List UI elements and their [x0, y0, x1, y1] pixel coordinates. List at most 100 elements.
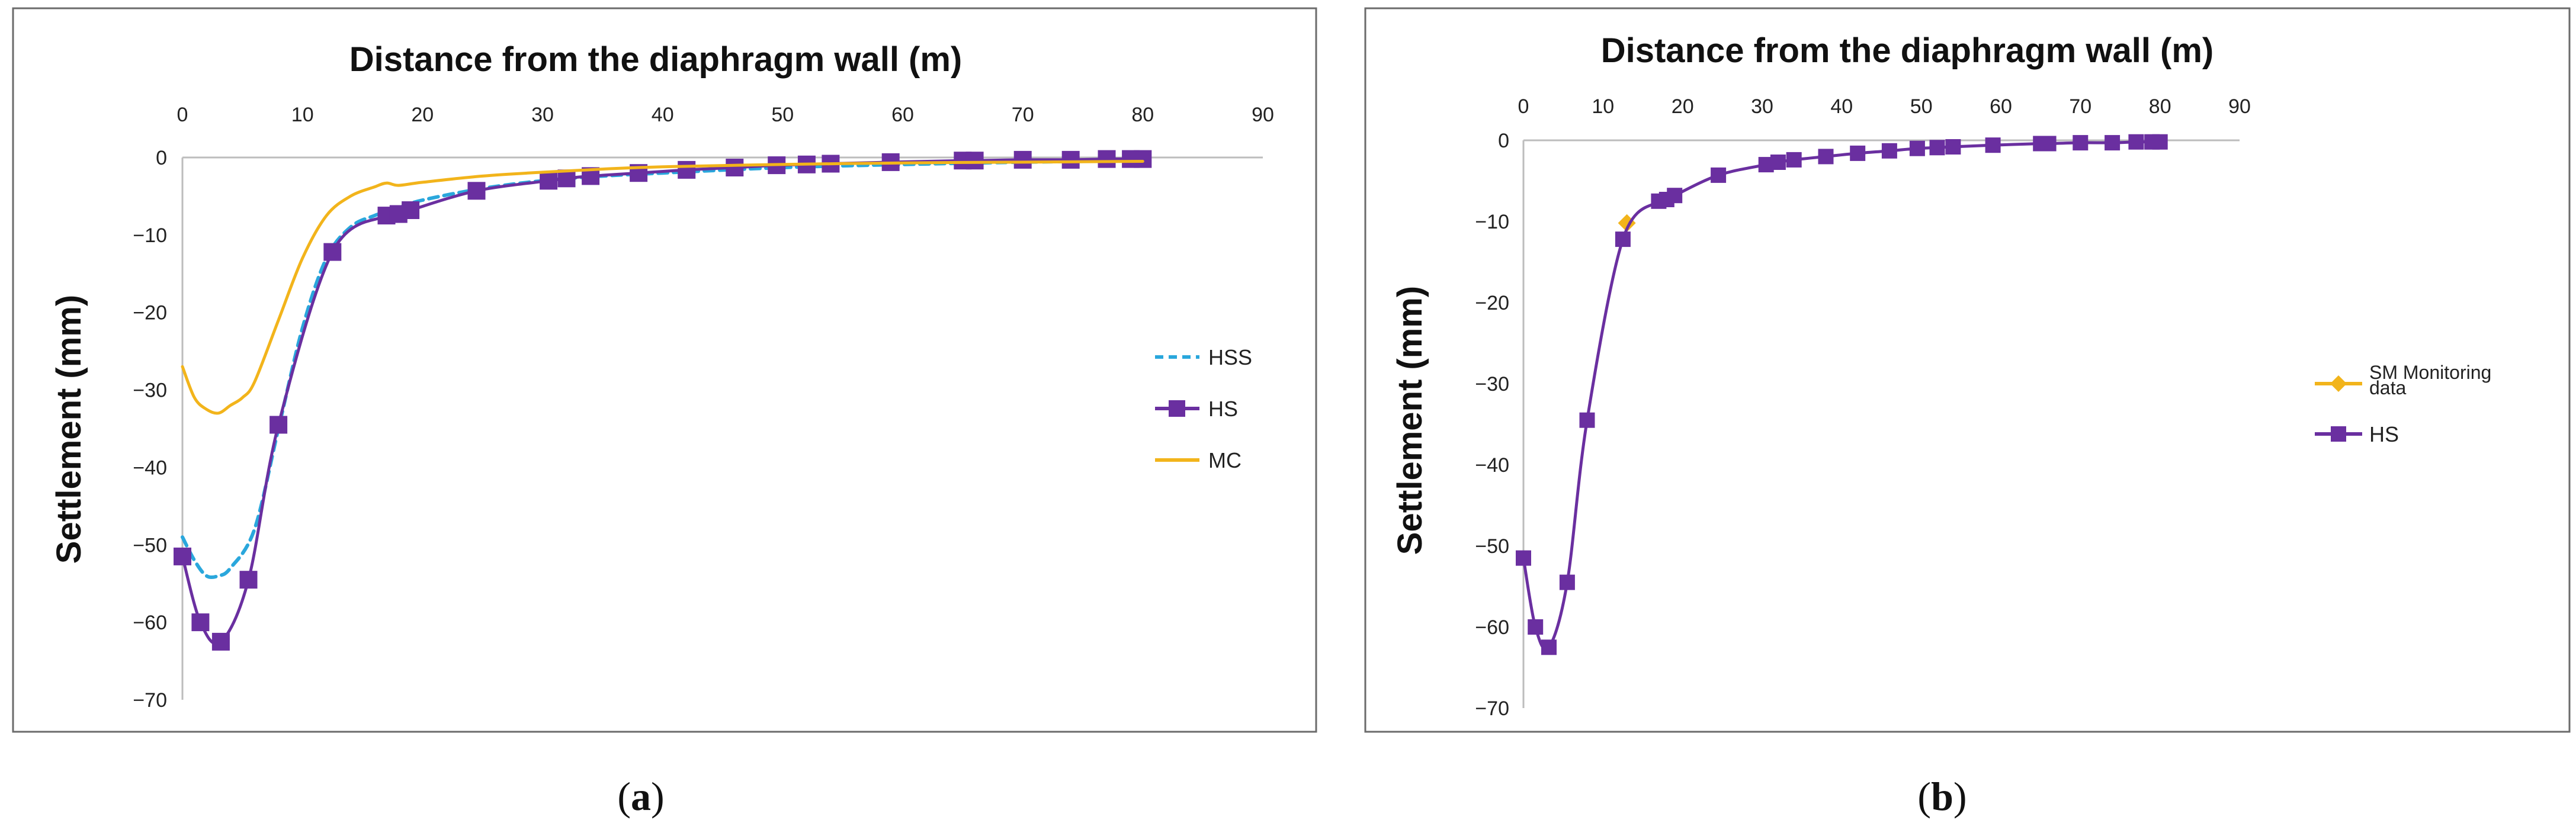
- legend-hs-label: HS: [1208, 397, 1238, 421]
- panel-a-series-hs-point-9: [467, 182, 486, 200]
- panel-b-series-hs-point-11: [1770, 155, 1786, 170]
- panel-a-series-hs-point-5: [323, 243, 342, 261]
- panel-b-ytick-7: −70: [1475, 697, 1509, 720]
- panel-a-xtick-9: 90: [1252, 104, 1274, 126]
- panel-a-y-ticks: 0 −10 −20 −30 −40 −50 −60 −70: [133, 147, 167, 712]
- panel-a-xtick-5: 50: [771, 104, 794, 126]
- panel-b-ytick-6: −60: [1475, 616, 1509, 639]
- panel-a-xtick-2: 20: [411, 104, 434, 126]
- panel-b-caption: (b): [1917, 774, 1967, 819]
- panel-a-xtick-6: 60: [891, 104, 914, 126]
- panel-b-series-hs-point-17: [1929, 140, 1945, 156]
- panel-a-xtick-8: 80: [1131, 104, 1154, 126]
- panel-a-ylabel: Settlement (mm): [50, 295, 88, 564]
- panel-b-xtick-1: 10: [1592, 95, 1614, 118]
- panel-a-ytick-5: −50: [133, 534, 167, 557]
- panel-a-frame: [12, 7, 1317, 733]
- panel-a-legend: HSS HS MC: [1155, 345, 1252, 472]
- panel-b-xtick-2: 20: [1672, 95, 1694, 118]
- panel-a-ytick-2: −20: [133, 302, 167, 324]
- panel-a-series-hs-point-23: [1061, 150, 1080, 169]
- panel-b-ytick-5: −50: [1475, 535, 1509, 558]
- panel-b-series-hs-point-19: [1985, 137, 2001, 153]
- panel-a-ytick-0: 0: [156, 147, 167, 169]
- panel-b-frame: [1364, 7, 2571, 733]
- panel-b-series-hs-point-3: [1559, 574, 1575, 590]
- panel-a-caption: (a): [617, 774, 664, 819]
- panel-b-xtick-4: 40: [1830, 95, 1853, 118]
- panel-b-ytick-1: −10: [1475, 211, 1509, 233]
- panel-a-series-hs-point-21: [965, 152, 984, 170]
- panel-a-series-hs-point-1: [191, 613, 210, 632]
- panel-b-xtick-3: 30: [1751, 95, 1773, 118]
- panel-b-ytick-2: −20: [1475, 292, 1509, 314]
- panel-a-ytick-3: −30: [133, 379, 167, 402]
- legend-sm-marker: [2330, 375, 2347, 392]
- panel-b-series-hs-point-2: [1541, 639, 1557, 655]
- panel-a-series-hs-point-22: [1013, 150, 1032, 169]
- panel-b-xtick-6: 60: [1990, 95, 2012, 118]
- panel-a-ytick-6: −60: [133, 612, 167, 634]
- panel-b-series-hs-point-1: [1528, 619, 1544, 635]
- panel-a-series-hs-point-8: [402, 201, 420, 219]
- panel-b-series-hs-point-0: [1516, 550, 1531, 566]
- panel-b-series-hs-point-22: [2073, 135, 2089, 151]
- panel-b-series-hs-point-26: [2152, 134, 2168, 150]
- panel-a-ytick-1: −10: [133, 224, 167, 247]
- panel-b-title: Distance from the diaphragm wall (m): [1601, 31, 2214, 70]
- panel-b-series-hs-point-12: [1786, 152, 1802, 168]
- panel-b-series-hs-point-9: [1711, 167, 1727, 183]
- panel-b-series-hs-point-14: [1850, 145, 1866, 161]
- panel-b-series-hs-point-15: [1881, 143, 1897, 159]
- panel-b-series-hs-point-24: [2128, 134, 2144, 150]
- panel-a-xtick-0: 0: [177, 104, 188, 126]
- panel-a-series-hs-point-10: [540, 172, 558, 190]
- legend-sm-label: SM Monitoring data: [2369, 362, 2491, 398]
- panel-a-series-hs-point-2: [211, 632, 230, 651]
- panel-b-legend: SM Monitoring data HS: [2315, 362, 2491, 446]
- panel-b-series-hs-point-21: [2041, 136, 2057, 152]
- panel-b-ytick-4: −40: [1475, 454, 1509, 477]
- panel-b-series-hs-point-18: [1945, 139, 1961, 155]
- panel-a-series-hs-point-15: [726, 159, 744, 176]
- panel-a-title: Distance from the diaphragm wall (m): [349, 40, 963, 79]
- panel-a-xtick-1: 10: [291, 104, 314, 126]
- panel-a-series-hs-point-26: [1134, 150, 1152, 168]
- panel-a-series-mc-line: [181, 160, 1144, 415]
- panel-a: Distance from the diaphragm wall (m) Set…: [12, 7, 1317, 819]
- panel-a-series-hs-point-4: [270, 416, 288, 434]
- panel-b-xtick-9: 90: [2228, 95, 2251, 118]
- panel-a-ytick-7: −70: [133, 689, 167, 712]
- panel-b-xtick-8: 80: [2149, 95, 2171, 118]
- panel-b-xtick-5: 50: [1910, 95, 1933, 118]
- panel-a-series-hs-point-14: [678, 160, 696, 179]
- panel-b-series-hs-point-5: [1615, 231, 1631, 247]
- legend-mc-label: MC: [1208, 448, 1242, 472]
- panel-a-series-hs-point-24: [1098, 150, 1116, 168]
- panel-b: Distance from the diaphragm wall (m) Set…: [1364, 7, 2571, 819]
- panel-b-plot-area: [1516, 134, 2168, 655]
- panel-a-series-hs-point-3: [239, 571, 258, 589]
- panel-b-series-hs-point-23: [2105, 135, 2121, 151]
- panel-a-xtick-7: 70: [1012, 104, 1034, 126]
- panel-a-ytick-4: −40: [133, 456, 167, 479]
- panel-b-y-ticks: 0 −10 −20 −30 −40 −50 −60 −70: [1475, 130, 1509, 720]
- legend-hss-label: HSS: [1208, 345, 1252, 369]
- panel-a-xtick-4: 40: [652, 104, 674, 126]
- panel-a-plot-area: [174, 150, 1152, 651]
- panel-a-series-hs-point-0: [174, 547, 191, 565]
- panel-b-series-hs-point-16: [1909, 140, 1925, 156]
- legend-hs-b-marker: [2331, 426, 2346, 442]
- panel-b-ytick-0: 0: [1498, 130, 1509, 152]
- legend-hs-b-label: HS: [2369, 422, 2399, 446]
- panel-a-xtick-3: 30: [531, 104, 554, 126]
- panel-b-xtick-7: 70: [2069, 95, 2091, 118]
- panel-a-x-ticks: 0 10 20 30 40 50 60 70 80 90: [177, 104, 1274, 126]
- panel-b-series-hs-point-8: [1667, 188, 1683, 204]
- panel-b-series-hs-point-13: [1818, 149, 1834, 165]
- legend-hs-marker: [1169, 400, 1185, 417]
- panel-b-x-ticks: 0 10 20 30 40 50 60 70 80 90: [1518, 95, 2251, 118]
- panel-b-ytick-3: −30: [1475, 373, 1509, 395]
- panel-b-series-hs-point-4: [1579, 412, 1595, 428]
